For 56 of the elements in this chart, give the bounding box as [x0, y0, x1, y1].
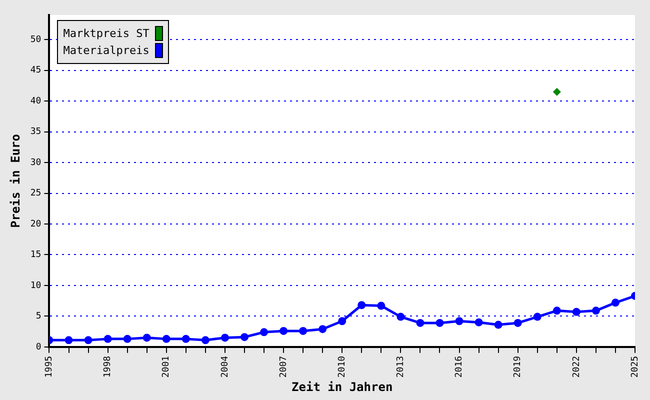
point	[123, 334, 132, 343]
x-tick-label: 2013	[396, 356, 406, 378]
y-tick-label: 20	[30, 219, 42, 230]
point	[436, 318, 444, 327]
point	[396, 312, 405, 321]
legend-label: Materialpreis	[63, 44, 150, 57]
point	[220, 334, 229, 342]
y-tick-label: 25	[30, 188, 42, 199]
point	[494, 320, 502, 329]
point	[474, 318, 483, 326]
x-tick-label: 2019	[513, 356, 524, 378]
point	[104, 334, 112, 343]
point	[318, 325, 327, 334]
x-tick-label: 2025	[630, 356, 640, 378]
point	[162, 334, 170, 343]
point	[338, 317, 346, 326]
point	[299, 326, 308, 335]
point	[358, 301, 366, 310]
point	[455, 317, 464, 326]
x-tick-label: 2022	[572, 356, 582, 378]
point	[201, 336, 210, 344]
x-tick-label: 1995	[44, 356, 55, 378]
x-tick-label: 2004	[220, 356, 230, 378]
legend-label: Marktpreis ST	[63, 27, 150, 40]
y-tick-label: 10	[30, 280, 42, 291]
point	[377, 302, 386, 310]
point	[611, 298, 620, 307]
point	[552, 88, 561, 96]
x-tick-label: 2010	[337, 356, 348, 378]
x-axis-title: Zeit in Jahren	[292, 380, 393, 394]
y-tick-label: 30	[30, 158, 42, 168]
y-tick-label: 0	[36, 342, 42, 352]
point	[514, 318, 522, 327]
x-tick-label: 2001	[162, 356, 172, 378]
point	[416, 318, 424, 327]
x-tick-label: 2016	[454, 356, 465, 378]
x-tick-label: 2007	[278, 356, 289, 378]
y-tick-label: 50	[30, 34, 42, 45]
x-tick-label: 1998	[103, 356, 114, 378]
y-tick-label: 45	[30, 66, 42, 76]
y-tick-label: 40	[30, 96, 42, 106]
point	[533, 312, 542, 321]
point	[182, 334, 190, 343]
point	[84, 336, 92, 344]
point	[64, 336, 73, 344]
point	[592, 306, 600, 315]
point	[280, 326, 288, 335]
y-tick-label: 35	[30, 127, 42, 138]
y-tick-label: 5	[36, 312, 42, 322]
point	[142, 334, 151, 342]
point	[260, 328, 268, 336]
y-tick-label: 15	[30, 250, 42, 260]
point	[552, 306, 561, 315]
point	[240, 333, 248, 342]
y-axis-title: Preis in Euro	[8, 134, 22, 228]
point	[572, 308, 580, 316]
